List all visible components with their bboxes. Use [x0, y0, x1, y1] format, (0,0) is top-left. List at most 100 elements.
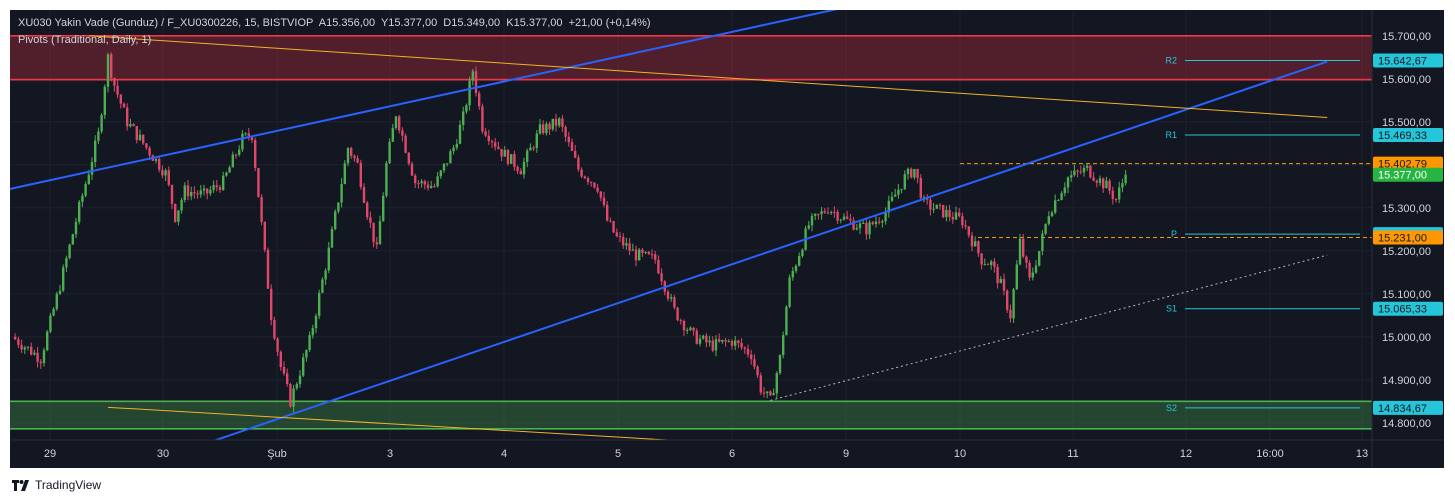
candle-body[interactable]: [436, 176, 439, 187]
candle-body[interactable]: [1009, 309, 1012, 319]
candle-body[interactable]: [756, 366, 759, 376]
candle-body[interactable]: [660, 273, 663, 282]
candle-body[interactable]: [58, 290, 62, 294]
candle-body[interactable]: [1118, 187, 1121, 200]
candle-body[interactable]: [494, 142, 497, 147]
candle-body[interactable]: [558, 118, 561, 126]
candle-body[interactable]: [158, 158, 161, 170]
candle-body[interactable]: [814, 213, 817, 216]
candle-body[interactable]: [647, 251, 650, 255]
tradingview-brand[interactable]: TradingView: [12, 478, 101, 492]
candle-body[interactable]: [868, 222, 871, 235]
candles[interactable]: [14, 52, 1127, 413]
candle-body[interactable]: [202, 188, 206, 191]
candle-body[interactable]: [170, 184, 174, 204]
candle-body[interactable]: [247, 133, 250, 138]
candle-body[interactable]: [820, 211, 823, 215]
candle-body[interactable]: [30, 346, 33, 355]
candle-body[interactable]: [1050, 212, 1054, 217]
candle-body[interactable]: [942, 205, 945, 218]
candle-body[interactable]: [778, 354, 782, 374]
candle-body[interactable]: [958, 212, 961, 217]
candle-body[interactable]: [846, 216, 849, 219]
candle-body[interactable]: [1124, 174, 1127, 184]
candle-body[interactable]: [1111, 190, 1114, 199]
candle-body[interactable]: [350, 148, 353, 156]
candle-body[interactable]: [433, 186, 436, 188]
candle-body[interactable]: [391, 128, 394, 142]
candle-body[interactable]: [302, 357, 305, 376]
candle-body[interactable]: [634, 249, 638, 261]
drawings[interactable]: [10, 10, 1328, 458]
candle-body[interactable]: [449, 151, 452, 164]
channel-lower-line[interactable]: [166, 60, 1328, 458]
candle-body[interactable]: [1044, 223, 1047, 234]
candle-body[interactable]: [388, 141, 391, 164]
chart-frame[interactable]: R2 R1 P S1 S2 15.700,00 15.600,00 15.500,00 15.…: [10, 10, 1444, 468]
trendline-top[interactable]: [88, 35, 1328, 118]
candle-body[interactable]: [398, 116, 401, 131]
candle-body[interactable]: [929, 199, 932, 210]
candle-body[interactable]: [330, 228, 334, 248]
candle-body[interactable]: [193, 192, 196, 194]
candle-body[interactable]: [714, 339, 718, 351]
candle-body[interactable]: [794, 265, 798, 272]
candle-body[interactable]: [174, 203, 177, 222]
candle-body[interactable]: [1022, 238, 1025, 257]
candle-body[interactable]: [964, 225, 967, 227]
candle-body[interactable]: [903, 174, 906, 189]
candle-body[interactable]: [298, 375, 302, 385]
candle-body[interactable]: [1002, 278, 1006, 291]
candle-body[interactable]: [526, 150, 529, 162]
candle-body[interactable]: [410, 163, 414, 176]
candle-body[interactable]: [68, 244, 71, 259]
candle-body[interactable]: [606, 204, 609, 221]
candle-body[interactable]: [900, 188, 903, 190]
candle-body[interactable]: [948, 210, 951, 217]
candle-body[interactable]: [154, 158, 158, 161]
candle-body[interactable]: [554, 118, 558, 126]
candle-body[interactable]: [33, 352, 36, 355]
candle-body[interactable]: [356, 158, 359, 163]
candle-body[interactable]: [231, 154, 234, 168]
candle-body[interactable]: [849, 218, 852, 221]
trendline-bottom[interactable]: [107, 406, 742, 444]
candle-body[interactable]: [711, 340, 714, 351]
candle-body[interactable]: [782, 335, 785, 355]
candle-body[interactable]: [753, 359, 756, 367]
candle-body[interactable]: [1054, 200, 1057, 213]
time-axis[interactable]: 29 30 Şub 3 4 5 6 9 10 11 12 16:00 13: [10, 10, 1444, 468]
candle-body[interactable]: [65, 258, 68, 268]
candle-body[interactable]: [414, 175, 417, 184]
candle-body[interactable]: [426, 184, 430, 189]
candle-body[interactable]: [260, 197, 263, 222]
candle-body[interactable]: [186, 185, 190, 197]
candle-body[interactable]: [807, 225, 810, 229]
candle-body[interactable]: [954, 212, 958, 220]
candle-body[interactable]: [42, 350, 46, 364]
indicator-title[interactable]: Pivots (Traditional, Daily, 1): [18, 34, 152, 46]
candle-body[interactable]: [670, 297, 673, 299]
candle-body[interactable]: [750, 354, 753, 360]
candle-body[interactable]: [506, 150, 510, 164]
candle-body[interactable]: [862, 222, 865, 224]
candle-body[interactable]: [641, 249, 644, 253]
candle-body[interactable]: [1089, 165, 1092, 178]
candle-body[interactable]: [775, 373, 778, 394]
candle-body[interactable]: [52, 308, 55, 316]
candle-body[interactable]: [458, 124, 462, 144]
candle-body[interactable]: [1070, 175, 1073, 178]
candle-body[interactable]: [612, 221, 615, 233]
chart-legend-indicator[interactable]: Pivots (Traditional, Daily, 1): [18, 34, 151, 46]
candle-body[interactable]: [401, 130, 404, 136]
candle-body[interactable]: [36, 352, 39, 362]
candle-body[interactable]: [199, 190, 202, 195]
candle-body[interactable]: [529, 147, 532, 151]
candle-body[interactable]: [39, 361, 42, 364]
candle-body[interactable]: [535, 133, 538, 149]
candle-body[interactable]: [1079, 171, 1082, 173]
candle-body[interactable]: [110, 54, 113, 78]
candle-body[interactable]: [138, 134, 142, 141]
candle-body[interactable]: [74, 221, 78, 235]
candle-body[interactable]: [734, 340, 737, 346]
